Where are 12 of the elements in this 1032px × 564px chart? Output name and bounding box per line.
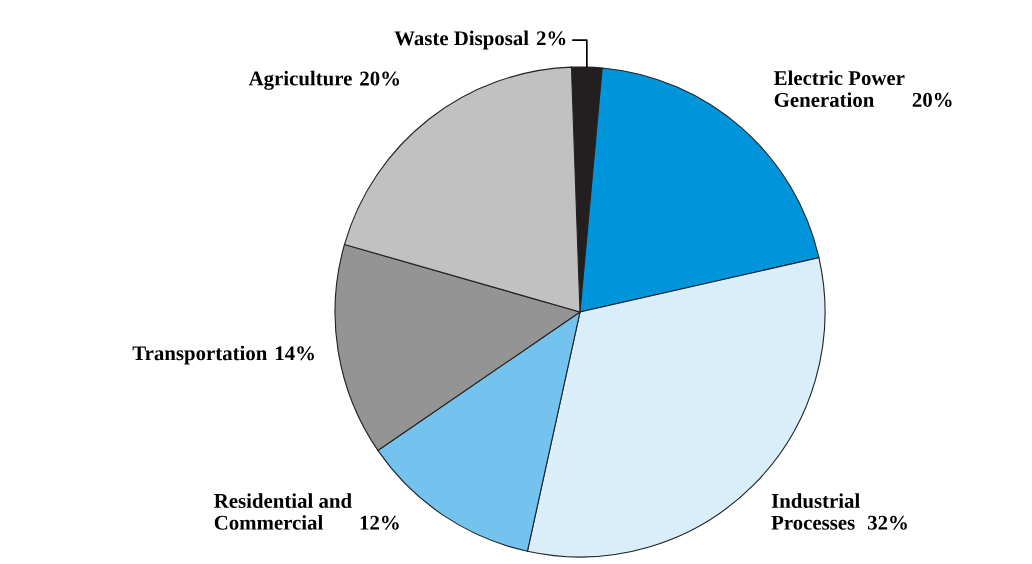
slice-label: Electric Power Generation	[774, 70, 905, 107]
data-label: 20%	[360, 71, 400, 86]
data-label: 20%	[912, 92, 952, 107]
data-label: 14%	[275, 346, 314, 361]
slice-label: Residential and Commercial	[214, 493, 352, 530]
slice-label: Transportation	[132, 345, 268, 365]
data-label: 2%	[536, 31, 566, 46]
data-label: 12%	[360, 515, 399, 530]
slice-label: Agriculture	[248, 70, 352, 90]
data-label: 32%	[867, 515, 907, 530]
slice-label: Waste Disposal	[394, 30, 529, 50]
slice-label: Industrial Processes	[771, 493, 860, 530]
